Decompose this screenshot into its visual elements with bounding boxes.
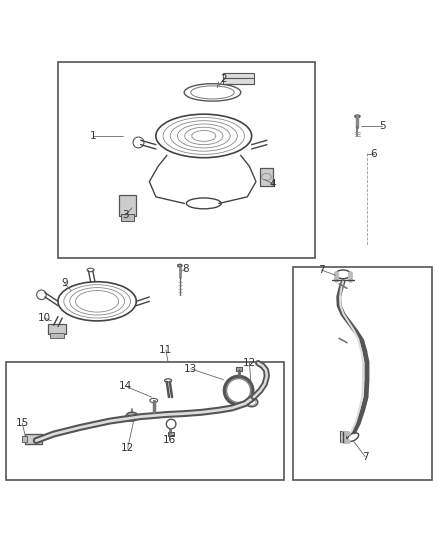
Bar: [22, 436, 27, 442]
Text: 6: 6: [370, 149, 377, 159]
Text: 3: 3: [122, 210, 129, 220]
Ellipse shape: [178, 264, 182, 267]
Text: 2: 2: [220, 75, 226, 84]
Text: 15: 15: [16, 418, 29, 428]
Bar: [25, 434, 42, 444]
Bar: [119, 195, 136, 216]
Text: 1: 1: [89, 131, 96, 141]
Text: 13: 13: [184, 364, 198, 374]
Bar: [260, 168, 272, 186]
Text: 10: 10: [38, 313, 51, 323]
Bar: [168, 432, 174, 436]
Bar: [223, 73, 254, 84]
Bar: [58, 62, 315, 258]
Text: 4: 4: [269, 179, 276, 189]
Bar: [293, 266, 432, 480]
Text: 9: 9: [61, 278, 68, 288]
Bar: [121, 214, 134, 221]
Text: 7: 7: [318, 265, 325, 275]
Text: 5: 5: [379, 122, 385, 131]
Text: 12: 12: [243, 358, 256, 368]
Bar: [339, 431, 346, 442]
Text: 11: 11: [159, 345, 173, 355]
Text: 7: 7: [362, 451, 368, 462]
Bar: [50, 333, 64, 338]
Bar: [236, 367, 242, 371]
Bar: [48, 325, 66, 334]
Text: 12: 12: [121, 443, 134, 454]
Text: 8: 8: [183, 264, 189, 273]
Bar: [6, 362, 284, 480]
Text: 14: 14: [119, 381, 132, 391]
Ellipse shape: [355, 115, 360, 118]
Text: 16: 16: [162, 435, 176, 445]
